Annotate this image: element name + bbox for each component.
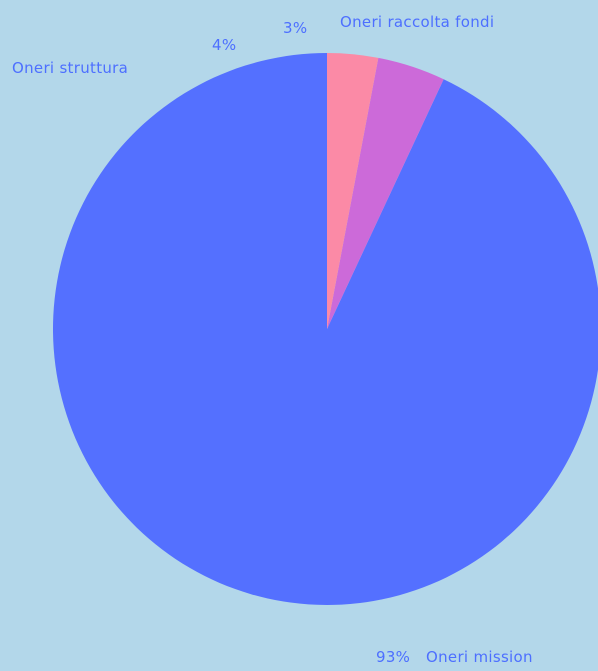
pie-slice-oneri-raccolta-fondi bbox=[327, 53, 379, 329]
percent-raccolta-fondi: 3% bbox=[283, 19, 307, 37]
pie-slice-oneri-mission bbox=[53, 53, 598, 605]
percent-struttura: 4% bbox=[212, 36, 236, 54]
pie-slices bbox=[53, 53, 598, 605]
percent-mission: 93% bbox=[376, 648, 410, 666]
pie-slice-oneri-struttura bbox=[327, 57, 444, 329]
label-mission: Oneri mission bbox=[426, 648, 533, 666]
label-struttura: Oneri struttura bbox=[12, 59, 128, 77]
label-raccolta-fondi: Oneri raccolta fondi bbox=[340, 13, 494, 31]
